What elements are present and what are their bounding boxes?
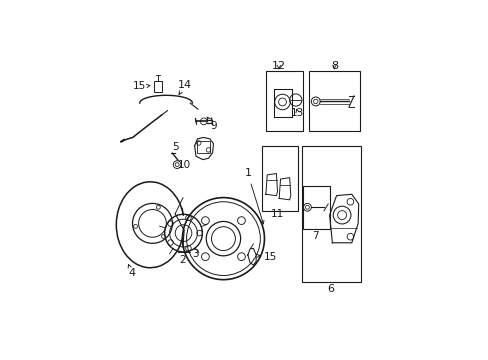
Text: 13: 13 (290, 108, 304, 118)
Bar (265, 71, 303, 131)
Text: 8: 8 (330, 61, 337, 71)
Text: 10: 10 (178, 159, 191, 170)
Bar (154, 81, 162, 92)
Bar (301, 146, 361, 282)
Text: 2: 2 (179, 255, 185, 265)
Text: 15: 15 (133, 81, 146, 91)
Bar (197, 141, 209, 153)
Text: 14: 14 (177, 80, 191, 94)
Bar (308, 71, 359, 131)
Bar (303, 186, 329, 229)
Text: 1: 1 (244, 168, 264, 224)
Text: 15: 15 (264, 252, 277, 262)
Text: 11: 11 (271, 209, 284, 219)
Text: 5: 5 (172, 142, 178, 152)
Text: 6: 6 (327, 284, 334, 293)
Text: 7: 7 (312, 231, 318, 241)
Text: 9: 9 (207, 117, 217, 131)
Bar (261, 146, 297, 211)
Text: 3: 3 (191, 249, 198, 259)
Text: 4: 4 (128, 265, 135, 278)
Text: 12: 12 (271, 61, 285, 71)
